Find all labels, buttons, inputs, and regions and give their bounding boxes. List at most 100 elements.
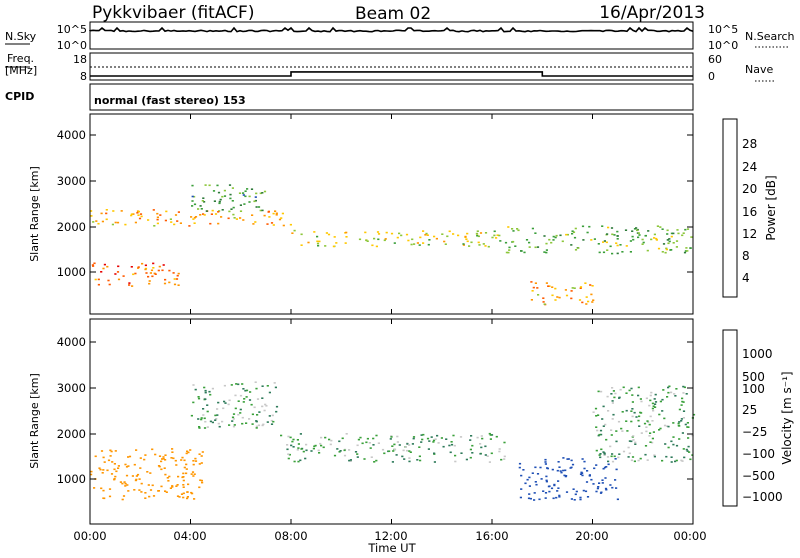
power-cell xyxy=(112,210,115,212)
velocity-cell xyxy=(292,438,295,441)
velocity-cell xyxy=(500,458,503,461)
velocity-cell xyxy=(683,386,686,389)
velocity-cell xyxy=(601,482,604,484)
velocity-cell xyxy=(652,431,655,433)
power-cell xyxy=(179,222,182,224)
velocity-cell xyxy=(98,467,101,469)
velocity-cell xyxy=(391,461,394,463)
velocity-cell xyxy=(245,422,248,424)
velocity-cell xyxy=(436,434,439,437)
power-cell xyxy=(536,246,540,248)
freq-tick-top: 18 xyxy=(73,53,87,66)
power-cell xyxy=(629,240,632,242)
power-cell xyxy=(407,239,410,242)
velocity-cell xyxy=(617,420,621,423)
velocity-cell xyxy=(633,460,636,463)
power-cell xyxy=(565,233,568,236)
velocity-cell xyxy=(546,467,549,470)
velocity-cell xyxy=(434,438,437,440)
velocity-cell xyxy=(152,495,156,497)
power-cell xyxy=(635,227,638,229)
velocity-cell xyxy=(204,398,207,400)
velocity-cell xyxy=(222,407,225,410)
power-cell xyxy=(202,213,205,215)
velocity-cell xyxy=(650,391,653,394)
velocity-cell xyxy=(391,445,394,447)
velocity-cell xyxy=(388,450,391,452)
power-cell xyxy=(507,226,510,228)
velocity-cell xyxy=(605,488,608,491)
velocity-cell xyxy=(556,490,559,492)
velocity-cell xyxy=(581,458,584,460)
power-cell xyxy=(100,271,103,273)
velocity-cell xyxy=(682,401,685,403)
power-cell xyxy=(554,236,557,239)
power-cell xyxy=(307,241,310,244)
power-cell xyxy=(650,238,653,241)
power-cell xyxy=(229,197,232,200)
velocity-cell xyxy=(569,467,572,469)
velocity-cell xyxy=(359,436,362,439)
power-cell xyxy=(101,220,104,223)
velocity-cell xyxy=(328,438,331,441)
velocity-cell xyxy=(172,457,175,460)
velocity-cell xyxy=(108,488,112,490)
velocity-cell xyxy=(524,482,527,485)
power-cell xyxy=(132,213,135,215)
velocity-cell xyxy=(175,485,178,487)
velocity-cell xyxy=(409,451,412,453)
velocity-cell xyxy=(607,460,610,463)
power-cell xyxy=(606,249,609,251)
velocity-cell xyxy=(566,458,569,460)
nsky-tick-bottom: 10^0 xyxy=(57,39,87,52)
power-cell xyxy=(263,190,267,193)
power-cell xyxy=(422,230,425,232)
power-cell xyxy=(255,192,258,195)
velocity-cell xyxy=(558,494,561,497)
velocity-cell xyxy=(670,391,673,394)
velocity-cell xyxy=(471,452,474,454)
velocity-cell xyxy=(430,436,433,438)
velocity-cell xyxy=(667,391,670,394)
velocity-cell xyxy=(365,441,368,444)
velocity-cell xyxy=(245,389,249,392)
velocity-cell xyxy=(528,485,531,487)
power-cell xyxy=(566,233,569,236)
power-cell xyxy=(191,205,194,207)
velocity-cell xyxy=(171,448,174,450)
velocity-cell xyxy=(199,479,202,481)
nave-tick-bottom: 0 xyxy=(708,70,715,83)
power-cell xyxy=(396,236,399,239)
velocity-cell xyxy=(632,439,635,441)
velocity-cell xyxy=(144,454,147,456)
power-cell xyxy=(128,284,131,286)
power-yticks: 4000 3000 2000 1000 xyxy=(57,128,693,279)
velocity-cell xyxy=(324,436,327,439)
power-cell xyxy=(609,245,612,248)
velocity-cell xyxy=(644,445,648,447)
power-cell xyxy=(559,234,562,237)
power-cell xyxy=(254,221,257,223)
velocity-cell xyxy=(584,490,588,493)
velocity-cell xyxy=(610,429,613,431)
vel-cb-tick-1000: 1000 xyxy=(742,347,773,361)
power-cell xyxy=(504,241,508,244)
power-cell xyxy=(128,282,131,284)
velocity-cell xyxy=(664,443,667,445)
power-cell xyxy=(223,189,226,192)
velocity-cell xyxy=(192,460,195,462)
power-cell xyxy=(210,213,213,215)
power-cell xyxy=(613,234,616,236)
velocity-cell xyxy=(393,448,397,451)
velocity-cell xyxy=(403,458,406,460)
velocity-cell xyxy=(354,451,358,453)
velocity-cell xyxy=(640,412,643,414)
velocity-cell xyxy=(630,459,633,462)
power-cell xyxy=(512,230,515,232)
velocity-cell xyxy=(356,444,359,447)
velocity-cell xyxy=(338,451,341,453)
velocity-cell xyxy=(601,418,604,420)
cpid-text: normal (fast stereo) 153 xyxy=(94,94,246,107)
nave-tick-top: 60 xyxy=(708,53,722,66)
power-cell xyxy=(484,232,488,234)
